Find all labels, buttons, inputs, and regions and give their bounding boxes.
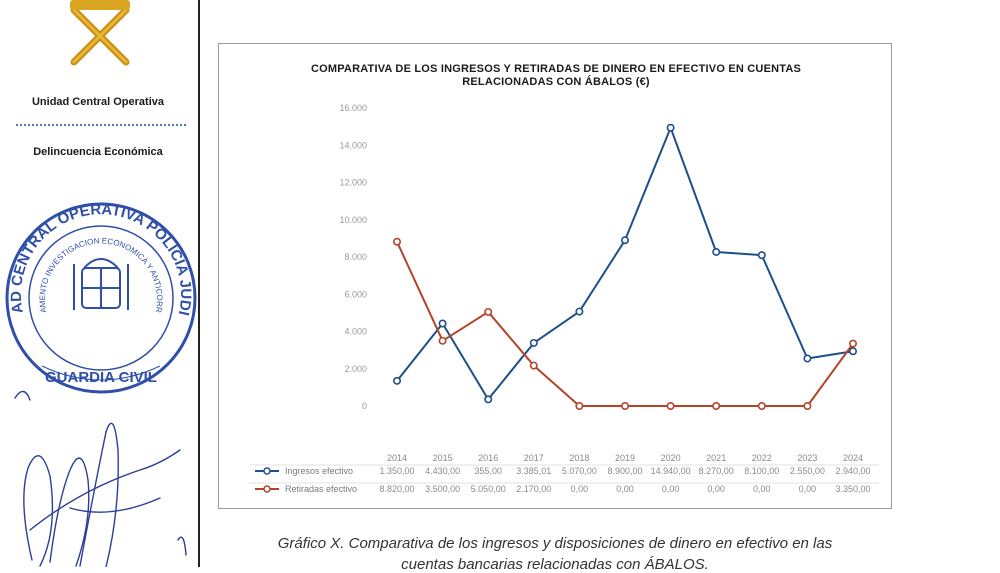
y-tick-label: 16.000 bbox=[339, 103, 367, 113]
data-table-cell: 0,00 bbox=[571, 484, 589, 494]
data-point bbox=[666, 123, 675, 132]
signature-icon bbox=[14, 390, 187, 567]
data-table-cell: 3.385,01 bbox=[516, 466, 551, 476]
data-point bbox=[712, 247, 721, 256]
y-tick-label: 8.000 bbox=[344, 252, 367, 262]
data-table-cell: 0,00 bbox=[753, 484, 771, 494]
x-tick-label: 2022 bbox=[752, 453, 772, 463]
x-tick-label: 2017 bbox=[524, 453, 544, 463]
x-tick-label: 2024 bbox=[843, 453, 863, 463]
svg-text:UNIDAD CENTRAL OPERATIVA POLIC: UNIDAD CENTRAL OPERATIVA POLICIA JUDICIA… bbox=[2, 198, 194, 317]
data-table-cell: 2.940,00 bbox=[835, 466, 870, 476]
y-tick-label: 14.000 bbox=[339, 140, 367, 150]
unit-subtitle: Delincuencia Económica bbox=[33, 146, 163, 158]
x-tick-label: 2016 bbox=[478, 453, 498, 463]
data-table-cell: 8.820,00 bbox=[379, 484, 414, 494]
data-table-cell: 8.900,00 bbox=[607, 466, 642, 476]
y-tick-label: 2.000 bbox=[344, 364, 367, 374]
data-point bbox=[712, 401, 721, 410]
stamp-outer-text: UNIDAD CENTRAL OPERATIVA POLICIA JUDICIA… bbox=[2, 198, 194, 317]
chart-title-line-1: COMPARATIVA DE LOS INGRESOS Y RETIRADAS … bbox=[310, 63, 802, 75]
divider bbox=[16, 124, 186, 126]
figure-caption: Gráfico X. Comparativa de los ingresos y… bbox=[277, 535, 833, 552]
chart-title: COMPARATIVA DE LOS INGRESOS Y RETIRADAS … bbox=[219, 63, 893, 89]
data-point bbox=[575, 307, 584, 316]
data-point bbox=[484, 395, 493, 404]
data-table-cell: 4.430,00 bbox=[425, 466, 460, 476]
data-table-cell: 0,00 bbox=[616, 484, 634, 494]
x-tick-label: 2023 bbox=[797, 453, 817, 463]
series-line-1 bbox=[396, 126, 854, 401]
guardia-civil-emblem-icon bbox=[70, 0, 130, 66]
data-table-cell: 0,00 bbox=[707, 484, 725, 494]
data-point bbox=[438, 319, 447, 328]
data-table-cell: 2.170,00 bbox=[516, 484, 551, 494]
x-tick-label: 2020 bbox=[661, 453, 681, 463]
series-line-2 bbox=[396, 241, 854, 407]
margin-rule bbox=[198, 0, 200, 567]
x-tick-label: 2018 bbox=[569, 453, 589, 463]
line-chart: 0 2.000 4.000 6.000 8.000 10.000 12.000 14.000 1… bbox=[249, 103, 879, 494]
y-tick-label: 4.000 bbox=[344, 327, 367, 337]
data-point bbox=[848, 347, 857, 356]
data-table-cell: 2.550,00 bbox=[790, 466, 825, 476]
data-point bbox=[575, 401, 584, 410]
data-table-cell: 5.050,00 bbox=[471, 484, 506, 494]
legend-label: Ingresos efectivo bbox=[285, 466, 353, 476]
data-point bbox=[666, 401, 675, 410]
data-point bbox=[393, 376, 402, 385]
x-tick-label: 2019 bbox=[615, 453, 635, 463]
chart-title-line-2: RELACIONADAS CON ÁBALOS (€) bbox=[462, 76, 650, 88]
x-tick-label: 2021 bbox=[706, 453, 726, 463]
data-point bbox=[803, 401, 812, 410]
x-tick-label: 2015 bbox=[433, 453, 453, 463]
data-table-cell: 3.350,00 bbox=[835, 484, 870, 494]
data-table-cell: 0,00 bbox=[662, 484, 680, 494]
data-point bbox=[848, 339, 857, 348]
legend-swatch-marker bbox=[263, 467, 271, 475]
data-table-cell: 14.940,00 bbox=[651, 466, 691, 476]
data-table-cell: 5.070,00 bbox=[562, 466, 597, 476]
data-point bbox=[438, 336, 447, 345]
data-table-cell: 3.500,00 bbox=[425, 484, 460, 494]
data-point bbox=[484, 307, 493, 316]
stamp-bottom-text: GUARDIA CIVIL bbox=[45, 369, 157, 386]
data-point bbox=[757, 401, 766, 410]
y-tick-label: 10.000 bbox=[339, 215, 367, 225]
data-point bbox=[393, 237, 402, 246]
y-tick-label: 0 bbox=[362, 401, 367, 411]
document-margin: Unidad Central Operativa Delincuencia Ec… bbox=[0, 0, 200, 567]
y-tick-label: 12.000 bbox=[339, 178, 367, 188]
legend-swatch-marker bbox=[263, 485, 271, 493]
data-point bbox=[620, 236, 629, 245]
data-point bbox=[529, 361, 538, 370]
data-table-cell: 8.270,00 bbox=[699, 466, 734, 476]
official-stamp-icon: UNIDAD CENTRAL OPERATIVA POLICIA JUDICIA… bbox=[2, 198, 197, 394]
data-point bbox=[529, 338, 538, 347]
data-table-cell: 1.350,00 bbox=[379, 466, 414, 476]
data-point bbox=[803, 354, 812, 363]
data-point bbox=[620, 401, 629, 410]
data-table-cell: 355,00 bbox=[474, 466, 502, 476]
x-tick-label: 2014 bbox=[387, 453, 407, 463]
unit-title: Unidad Central Operativa bbox=[31, 96, 165, 108]
data-point bbox=[757, 251, 766, 260]
legend-label: Retiradas efectivo bbox=[285, 484, 357, 494]
data-table-cell: 8.100,00 bbox=[744, 466, 779, 476]
y-tick-label: 6.000 bbox=[344, 289, 367, 299]
data-table-cell: 0,00 bbox=[799, 484, 817, 494]
figure-caption-line-2: cuentas bancarias relacionadas con ÁBALO… bbox=[401, 556, 709, 573]
chart-panel: COMPARATIVA DE LOS INGRESOS Y RETIRADAS … bbox=[218, 43, 892, 509]
